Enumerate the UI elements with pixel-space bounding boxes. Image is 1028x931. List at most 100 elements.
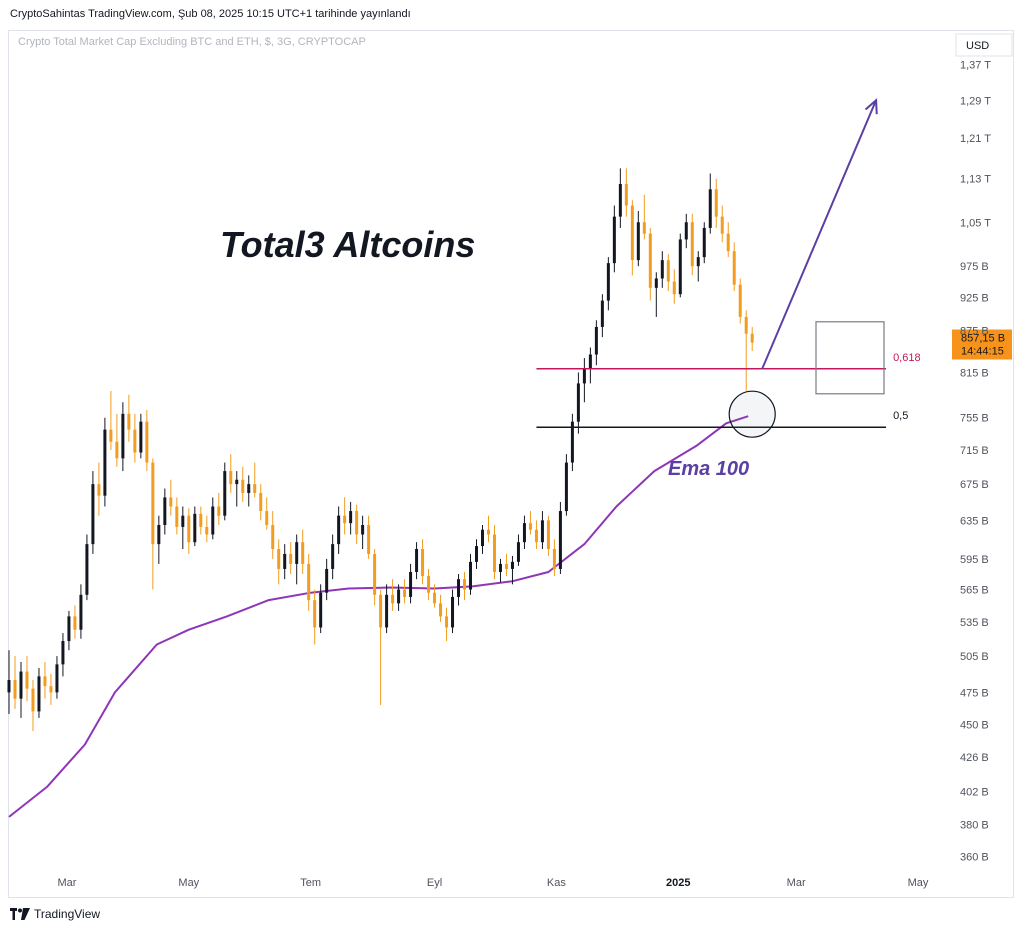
- candle-body: [271, 525, 275, 550]
- candle-body: [235, 479, 239, 485]
- currency-label: USD: [966, 40, 989, 52]
- candle-body: [558, 511, 562, 569]
- candle-body: [289, 553, 293, 564]
- candle-body: [552, 549, 556, 569]
- candle-body: [253, 484, 257, 493]
- candle-body: [439, 603, 443, 617]
- candle-body: [79, 594, 83, 630]
- x-tick-label: Kas: [547, 877, 566, 889]
- candle-body: [504, 563, 508, 569]
- chart-title: Crypto Total Market Cap Excluding BTC an…: [18, 36, 366, 48]
- publish-header: CryptoSahintas TradingView.com, Şub 08, …: [10, 8, 411, 20]
- candle-body: [612, 216, 616, 264]
- candle-body: [534, 529, 538, 543]
- candle-body: [732, 251, 736, 285]
- candle-body: [457, 579, 461, 597]
- candle-body: [337, 515, 341, 545]
- y-tick-label: 815 B: [960, 367, 989, 379]
- candle-body: [331, 544, 335, 569]
- candle-body: [528, 523, 532, 530]
- candle-body: [391, 594, 395, 604]
- candle-body: [445, 616, 449, 628]
- last-price-label: 857,15 B: [961, 333, 1005, 345]
- candle-body: [367, 525, 371, 554]
- candle-body: [25, 671, 29, 689]
- candle-body: [259, 492, 263, 512]
- candle-body: [61, 641, 65, 665]
- candle-body: [738, 284, 742, 317]
- candle-body: [295, 542, 299, 564]
- candle-body: [37, 676, 41, 712]
- candle-body: [127, 413, 131, 430]
- y-tick-label: 475 B: [960, 687, 989, 699]
- annotation-layer: Total3 Altcoins Ema 100 857,15 B14:44:15: [220, 98, 1012, 480]
- candle-body: [343, 515, 347, 524]
- y-tick-label: 426 B: [960, 752, 989, 764]
- candle-body: [726, 233, 730, 252]
- tradingview-logo-icon: [10, 908, 30, 920]
- projection-arrow-head: [864, 98, 878, 115]
- y-tick-label: 565 B: [960, 585, 989, 597]
- footer: TradingView: [10, 906, 100, 922]
- candle-body: [373, 553, 377, 595]
- candle-body: [546, 520, 550, 550]
- y-tick-label: 505 B: [960, 651, 989, 663]
- candle-body: [750, 333, 754, 343]
- candle-body: [708, 189, 712, 228]
- candle-body: [642, 222, 646, 234]
- y-tick-label: 360 B: [960, 852, 989, 864]
- y-tick-label: 450 B: [960, 719, 989, 731]
- candle-body: [163, 497, 167, 526]
- candle-body: [103, 429, 107, 496]
- countdown-label: 14:44:15: [961, 346, 1004, 358]
- candle-body: [409, 571, 413, 597]
- candle-body: [516, 542, 520, 562]
- y-tick-label: 675 B: [960, 479, 989, 491]
- x-tick-label: Tem: [300, 877, 321, 889]
- candle-body: [313, 600, 317, 628]
- candle-body: [91, 484, 95, 545]
- y-tick-label: 1,37 T: [960, 60, 991, 72]
- candle-body: [169, 497, 173, 507]
- candle-body: [654, 278, 658, 288]
- y-tick-label: 1,29 T: [960, 95, 991, 107]
- projection-arrow-line: [761, 99, 877, 370]
- candle-body: [630, 205, 634, 261]
- candle-body: [588, 354, 592, 369]
- candle-body: [85, 544, 89, 595]
- candle-body: [151, 462, 155, 545]
- candle-body: [469, 561, 473, 590]
- candle-body: [666, 260, 670, 282]
- candle-body: [115, 441, 119, 459]
- candle-body: [355, 511, 359, 535]
- candle-body: [696, 257, 700, 267]
- x-tick-label: May: [178, 877, 199, 889]
- candle-body: [241, 479, 245, 493]
- candle-body: [576, 383, 580, 422]
- candle-body: [582, 368, 586, 384]
- candle-body: [385, 594, 389, 628]
- candle-body: [325, 568, 329, 593]
- candle-body: [307, 563, 311, 601]
- candle-body: [145, 421, 149, 463]
- currency-button[interactable]: [955, 33, 1013, 57]
- y-tick-label: 755 B: [960, 413, 989, 425]
- candle-body: [121, 413, 125, 459]
- annotation-title: Total3 Altcoins: [220, 224, 475, 265]
- candle-body: [636, 222, 640, 261]
- candle-body: [498, 563, 502, 572]
- last-price-tag: [952, 329, 1012, 360]
- candle-body: [475, 546, 479, 562]
- y-tick-label: 380 B: [960, 820, 989, 832]
- candle-body: [13, 680, 17, 699]
- fib-layer: 0,618 0,5: [536, 352, 921, 428]
- candle-body: [301, 542, 305, 564]
- footer-brand: TradingView: [34, 907, 101, 921]
- candle-body: [570, 421, 574, 463]
- candle-body: [690, 222, 694, 267]
- candle-body: [606, 263, 610, 301]
- candle-body: [55, 664, 59, 693]
- ema-100-line: [8, 415, 749, 818]
- candle-body: [397, 589, 401, 604]
